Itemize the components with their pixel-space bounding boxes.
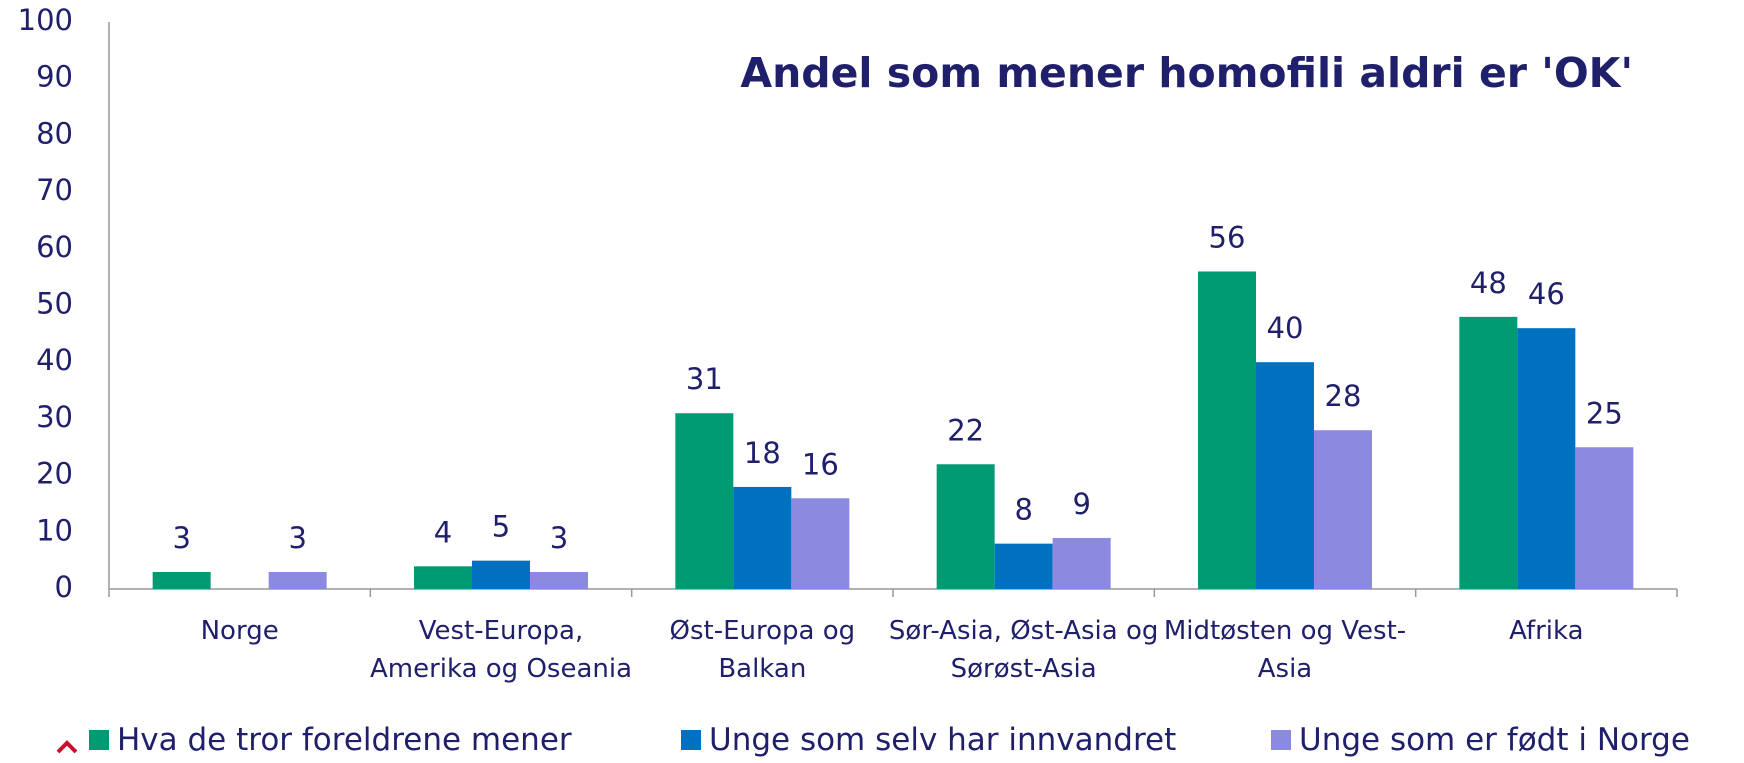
bar [675,413,734,589]
y-tick-label: 80 [36,116,73,150]
bar [472,560,530,589]
data-label: 9 [1072,487,1090,521]
legend-swatch [89,730,109,750]
data-label: 22 [947,413,984,447]
data-label: 18 [744,436,781,470]
data-label: 48 [1470,266,1507,300]
y-tick-label: 20 [36,457,73,491]
legend-swatch [681,730,701,750]
legend-item: Hva de tror foreldrene mener [89,722,572,758]
bar [152,571,211,589]
bar [530,571,588,589]
x-tick-label: Vest-Europa, Amerika og Oseania [369,616,633,684]
bar [1198,271,1256,589]
data-label: 56 [1209,220,1246,254]
y-tick-label: 0 [55,570,73,604]
data-label: 28 [1325,379,1362,413]
bar [733,486,792,589]
x-tick-label: Norge [200,616,279,646]
bar [1314,430,1372,589]
bar [936,464,995,589]
x-tick-label: Sør-Asia, Øst-Asia og Sørøst-Asia [888,616,1159,684]
y-tick-label: 10 [36,513,73,547]
data-label: 4 [434,515,452,549]
bar [268,571,327,589]
bar [414,566,472,589]
data-label: 40 [1267,311,1304,345]
y-tick-label: 70 [36,173,73,207]
x-tick-label: Afrika [1509,616,1584,646]
x-tick-label: Øst-Europa og Balkan [669,616,856,684]
bar [1575,447,1634,589]
data-label: 5 [492,510,510,544]
y-tick-label: 50 [36,287,73,321]
data-label: 46 [1528,277,1565,311]
legend-label: Hva de tror foreldrene mener [117,722,572,758]
legend-swatch [1271,730,1291,750]
legend-item: Unge som selv har innvandret [681,722,1176,758]
data-label: 31 [686,362,723,396]
data-label: 16 [802,447,839,481]
data-label: 3 [172,521,190,555]
bar [1459,316,1518,589]
legend-item: Unge som er født i Norge [1271,722,1690,758]
data-label: 25 [1586,396,1623,430]
legend-label: Unge som selv har innvandret [709,722,1177,758]
data-label: 3 [550,521,568,555]
legend-label: Unge som er født i Norge [1299,722,1690,758]
y-tick-label: 30 [36,400,73,434]
logo-mark [56,740,78,754]
bar [994,543,1053,589]
x-tick-label: Midtøsten og Vest-Asia [1163,616,1407,684]
y-tick-label: 60 [36,230,73,264]
chart-title: Andel som mener homofili aldri er 'OK' [740,49,1633,97]
bar [1256,362,1314,589]
data-label: 8 [1014,493,1032,527]
bar [791,498,850,589]
y-tick-label: 40 [36,343,73,377]
bar [1517,328,1576,589]
y-tick-label: 90 [36,60,73,94]
bar [1052,537,1111,589]
data-label: 3 [288,521,306,555]
y-tick-label: 100 [18,3,73,37]
